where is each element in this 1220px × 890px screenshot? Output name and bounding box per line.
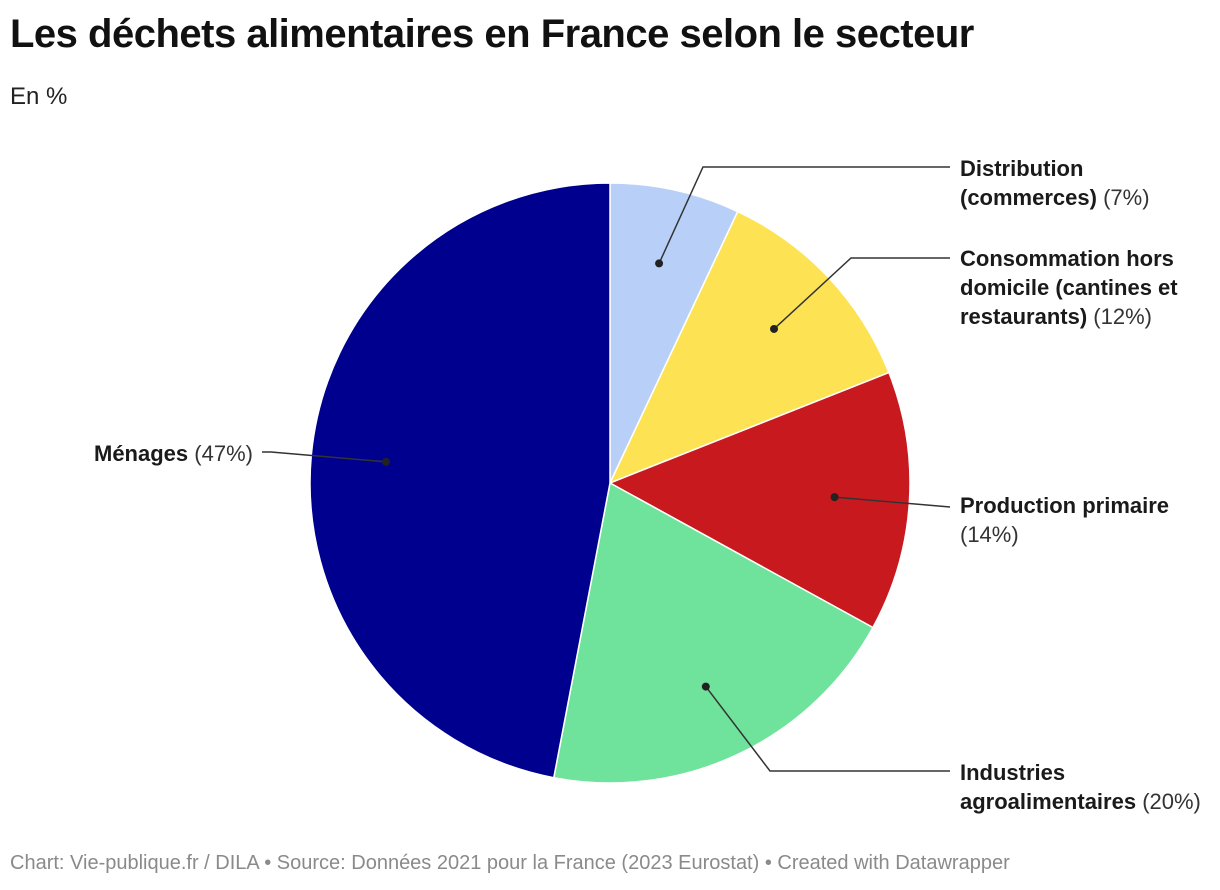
label-industries-line-1: Industries bbox=[960, 760, 1066, 785]
label-distribution: Distribution (commerces) (7%) bbox=[960, 154, 1150, 212]
label-distribution-pct: (7%) bbox=[1103, 185, 1150, 210]
leader-line-production-primaire bbox=[834, 496, 951, 508]
label-industries-agroalimentaires: Industries agroalimentaires (20%) bbox=[960, 758, 1201, 816]
pie-slice-distribution bbox=[609, 182, 739, 484]
label-menages-line-1: Ménages bbox=[94, 441, 189, 466]
label-distribution-line-1: Distribution bbox=[960, 156, 1084, 181]
leader-dot-production-primaire bbox=[830, 493, 839, 502]
label-menages: Ménages (47%) bbox=[94, 439, 253, 468]
label-production-pct: (14%) bbox=[960, 522, 1019, 547]
label-distribution-line-2: (commerces) bbox=[960, 185, 1097, 210]
label-industries-line-2: agroalimentaires bbox=[960, 789, 1137, 814]
leader-line-industries-agroalimentaires bbox=[705, 686, 950, 772]
label-menages-pct: (47%) bbox=[194, 441, 253, 466]
leader-dot-menages bbox=[381, 457, 390, 466]
pie-slice-menages bbox=[309, 182, 611, 779]
label-production-primaire: Production primaire (14%) bbox=[960, 491, 1169, 549]
chart-title: Les déchets alimentaires en France selon… bbox=[10, 12, 974, 56]
leader-dot-consommation-hors-domicile bbox=[770, 324, 779, 333]
chart-footer: Chart: Vie-publique.fr / DILA • Source: … bbox=[10, 852, 1010, 874]
label-consommation-line-2: domicile (cantines et bbox=[960, 275, 1178, 300]
leader-line-distribution bbox=[658, 166, 950, 264]
pie-slice-industries-agroalimentaires bbox=[552, 481, 874, 784]
chart-subtitle: En % bbox=[10, 83, 68, 110]
pie-slice-production-primaire bbox=[608, 371, 911, 629]
leader-line-menages bbox=[262, 451, 387, 463]
label-consommation-line-3: restaurants) bbox=[960, 304, 1088, 329]
label-consommation-line-1: Consommation hors bbox=[960, 246, 1174, 271]
label-consommation-pct: (12%) bbox=[1093, 304, 1152, 329]
leader-dot-distribution bbox=[655, 259, 664, 268]
leader-dot-industries-agroalimentaires bbox=[701, 682, 710, 691]
leader-line-consommation-hors-domicile bbox=[773, 257, 950, 330]
label-consommation-hors-domicile: Consommation hors domicile (cantines et … bbox=[960, 244, 1178, 331]
label-production-line-1: Production primaire bbox=[960, 493, 1170, 518]
label-industries-pct: (20%) bbox=[1142, 789, 1201, 814]
